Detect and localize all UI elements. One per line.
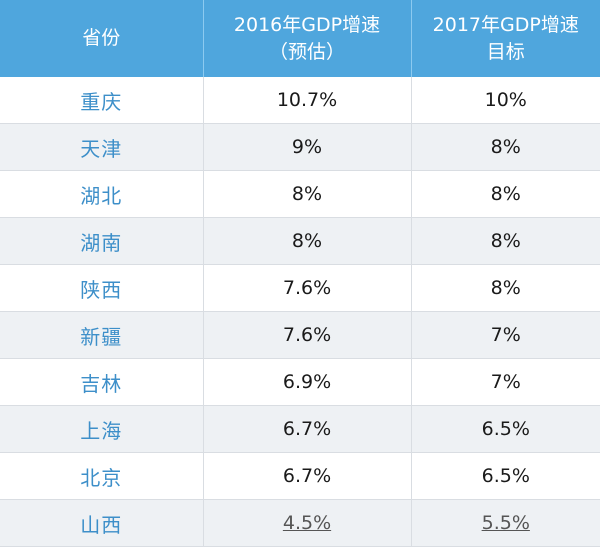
gdp-2017-cell: 8% (411, 217, 600, 265)
province-cell: 湖北 (0, 170, 204, 218)
table-row: 重庆 10.7% 10% (0, 77, 600, 124)
table-body: 重庆 10.7% 10% 天津 9% 8% 湖北 8% 8% 湖南 8% 8% … (0, 77, 600, 547)
gdp-2017-cell: 6.5% (411, 405, 600, 453)
gdp-2016-cell: 8% (203, 170, 412, 218)
province-cell: 上海 (0, 405, 204, 453)
province-cell: 重庆 (0, 77, 204, 124)
header-gdp-2017: 2017年GDP增速 目标 (411, 0, 600, 77)
table-row: 天津 9% 8% (0, 123, 600, 171)
gdp-2017-cell: 8% (411, 123, 600, 171)
gdp-2016-cell: 10.7% (203, 77, 412, 124)
gdp-2017-cell: 6.5% (411, 452, 600, 500)
header-gdp-2016: 2016年GDP增速 （预估） (203, 0, 412, 77)
gdp-2016-cell: 8% (203, 217, 412, 265)
gdp-2016-cell: 6.7% (203, 452, 412, 500)
gdp-2016-cell: 6.9% (203, 358, 412, 406)
province-cell: 北京 (0, 452, 204, 500)
table-row: 湖南 8% 8% (0, 217, 600, 265)
province-cell: 湖南 (0, 217, 204, 265)
header-gdp-2016-line1: 2016年GDP增速 (233, 13, 381, 36)
gdp-2016-cell: 7.6% (203, 311, 412, 359)
table-row: 山西 4.5% 5.5% (0, 499, 600, 547)
gdp-2017-cell: 5.5% (411, 499, 600, 547)
header-row: 省份 2016年GDP增速 （预估） 2017年GDP增速 目标 (0, 0, 600, 77)
gdp-2017-cell: 10% (411, 77, 600, 124)
table-row: 上海 6.7% 6.5% (0, 405, 600, 453)
table-header: 省份 2016年GDP增速 （预估） 2017年GDP增速 目标 (0, 0, 600, 77)
gdp-2016-cell: 6.7% (203, 405, 412, 453)
gdp-2017-cell: 7% (411, 311, 600, 359)
header-gdp-2016-line2: （预估） (268, 40, 345, 63)
gdp-2017-cell: 8% (411, 170, 600, 218)
gdp-2016-cell: 9% (203, 123, 412, 171)
header-province: 省份 (0, 0, 204, 77)
province-cell: 新疆 (0, 311, 204, 359)
header-province-label: 省份 (82, 27, 121, 49)
province-cell: 山西 (0, 499, 204, 547)
gdp-2017-cell: 7% (411, 358, 600, 406)
gdp-2017-cell: 8% (411, 264, 600, 312)
table-row: 湖北 8% 8% (0, 170, 600, 218)
gdp-2017-value: 5.5% (481, 512, 530, 534)
gdp-2016-value: 4.5% (282, 512, 332, 534)
province-cell: 吉林 (0, 358, 204, 406)
province-cell: 天津 (0, 123, 204, 171)
header-gdp-2017-line1: 2017年GDP增速 (432, 13, 579, 36)
province-cell: 陕西 (0, 264, 204, 312)
gdp-2016-cell: 7.6% (203, 264, 412, 312)
header-gdp-2017-line2: 目标 (486, 40, 525, 63)
table-row: 吉林 6.9% 7% (0, 358, 600, 406)
table-row: 北京 6.7% 6.5% (0, 452, 600, 500)
table-row: 新疆 7.6% 7% (0, 311, 600, 359)
gdp-2016-cell: 4.5% (203, 499, 412, 547)
table-row: 陕西 7.6% 8% (0, 264, 600, 312)
